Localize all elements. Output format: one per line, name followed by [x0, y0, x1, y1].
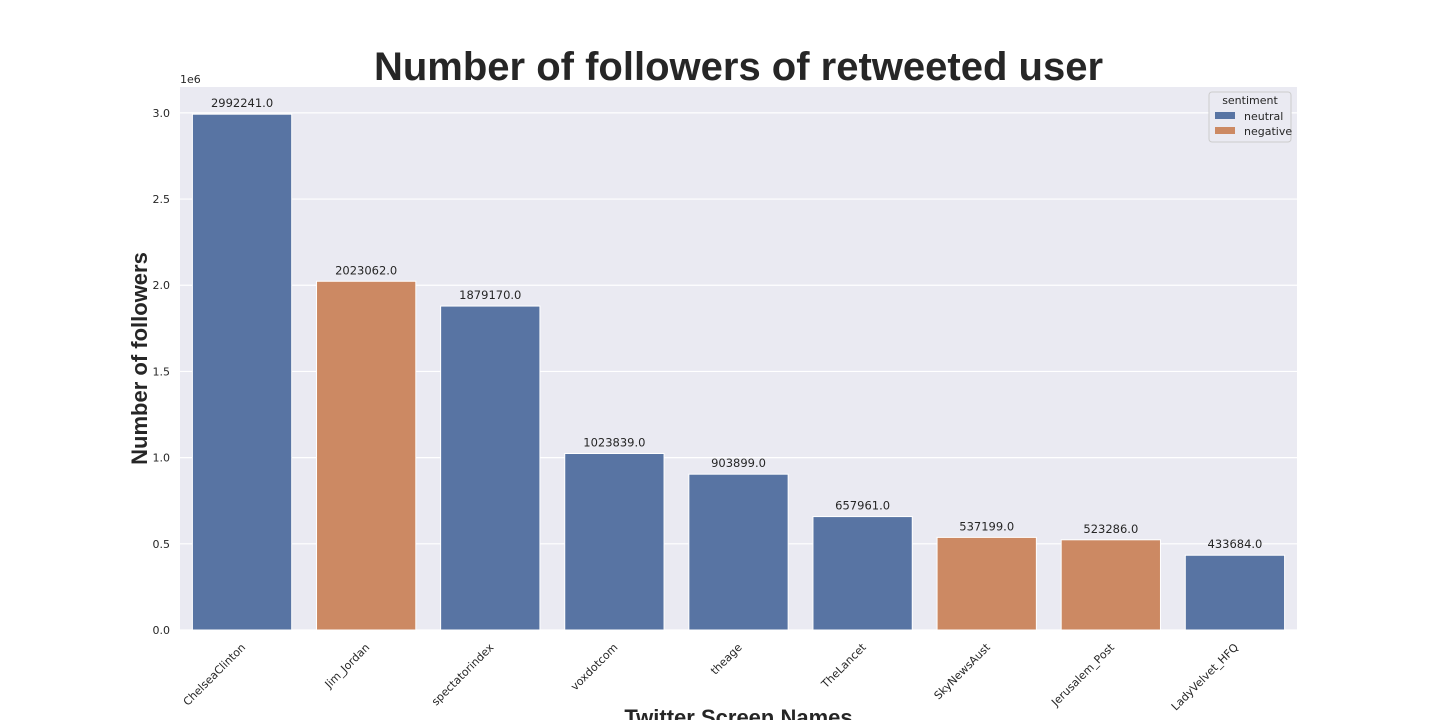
x-axis-label: Twitter Screen Names: [624, 705, 852, 720]
legend-title: sentiment: [1222, 94, 1278, 107]
legend-entry: negative: [1244, 125, 1292, 138]
legend-swatch: [1215, 127, 1235, 134]
bar-value-label: 433684.0: [1208, 537, 1263, 551]
x-tick-label: ChelseaClinton: [181, 641, 249, 709]
x-tick-label: theage: [708, 641, 745, 678]
legend-entry: neutral: [1244, 110, 1283, 123]
y-axis-label: Number of followers: [127, 252, 152, 465]
x-tick-label: voxdotcom: [568, 641, 620, 693]
x-tick-label: LadyVelvet_HFQ: [1169, 641, 1242, 714]
bar: [1060, 539, 1161, 631]
y-tick-label: 3.0: [153, 107, 171, 120]
bar: [440, 305, 541, 631]
chart-title: Number of followers of retweeted user: [374, 45, 1103, 89]
y-tick-label: 2.0: [153, 279, 171, 292]
y-tick-label: 1.0: [153, 452, 171, 465]
x-tick-label: Jerusalem_Post: [1048, 640, 1117, 709]
x-tick-label: TheLancet: [818, 640, 869, 691]
bars: [191, 113, 1286, 631]
bar-value-label: 1879170.0: [459, 288, 521, 302]
x-tick-label: SkyNewsAust: [932, 640, 994, 702]
legend-swatch: [1215, 112, 1235, 119]
bar: [316, 280, 417, 631]
bar-value-label: 523286.0: [1083, 522, 1138, 536]
y-tick-label: 2.5: [153, 193, 171, 206]
bar-value-labels: 2992241.0 2023062.0 1879170.0 1023839.0 9038…: [211, 96, 1262, 551]
y-tick-label: 0.0: [153, 624, 171, 637]
bar-value-label: 537199.0: [959, 519, 1014, 533]
y-axis-ticks: 0.0 0.5 1.0 1.5 2.0 2.5 3.0: [153, 107, 171, 637]
y-axis-offset-label: 1e6: [180, 73, 201, 86]
bar: [191, 113, 293, 631]
bar: [936, 536, 1037, 631]
bar-value-label: 2023062.0: [335, 263, 397, 277]
bar: [564, 453, 665, 631]
x-tick-label: spectatorindex: [429, 641, 497, 709]
x-axis-ticks: ChelseaClinton Jim_Jordan spectatorindex vo…: [181, 640, 1242, 713]
x-tick-label: Jim_Jordan: [322, 641, 373, 692]
bar-value-label: 1023839.0: [583, 436, 645, 450]
bar: [1184, 554, 1286, 631]
bar-value-label: 903899.0: [711, 456, 766, 470]
legend-items: neutral negative: [1215, 110, 1292, 138]
bar-value-label: 2992241.0: [211, 96, 273, 110]
bar-value-label: 657961.0: [835, 499, 890, 513]
bar: [812, 516, 913, 631]
y-tick-label: 0.5: [153, 538, 171, 551]
bar: [688, 473, 789, 631]
legend: sentiment neutral negative: [1208, 91, 1292, 143]
y-tick-label: 1.5: [153, 365, 171, 378]
